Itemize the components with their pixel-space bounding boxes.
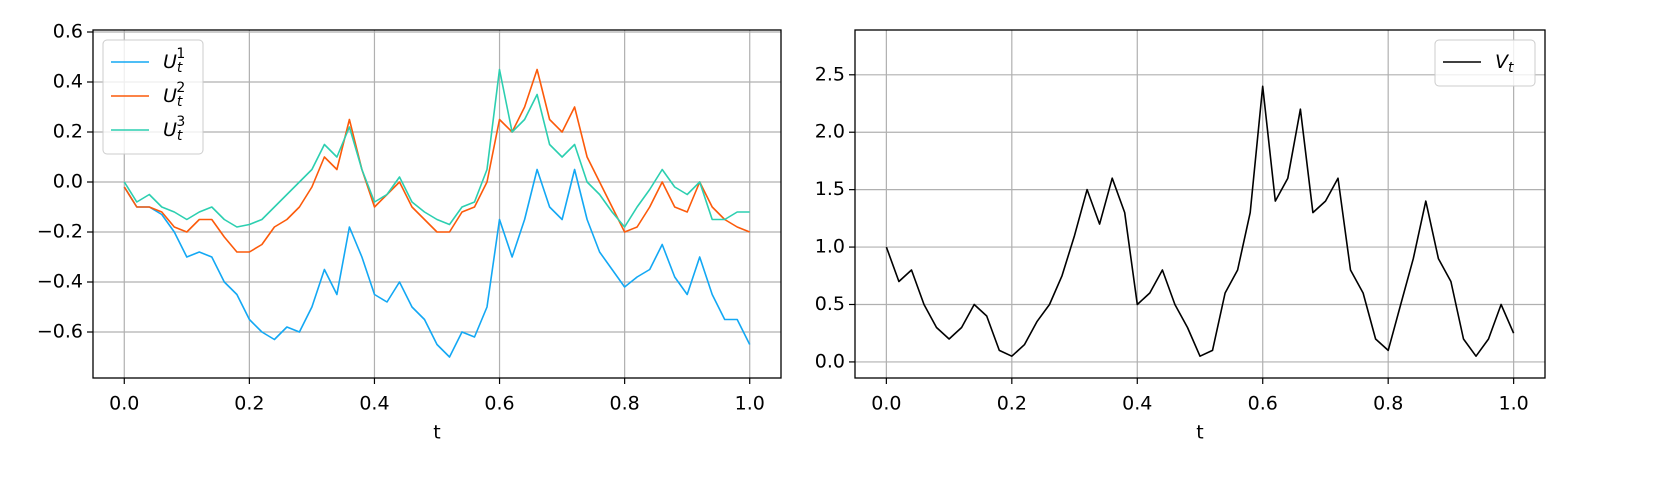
line [123, 68, 750, 228]
x-tick-label: 0.4 [1122, 393, 1152, 415]
y-tick-label: 2.5 [815, 63, 845, 85]
legend-label: Ut2 [163, 80, 185, 110]
x-tick-label: 0.8 [1373, 393, 1403, 415]
y-tick-label: −0.6 [37, 321, 83, 343]
y-tick-label: 2.0 [815, 121, 845, 143]
x-tick-label: 0.0 [871, 393, 901, 415]
x-tick-label: 0.6 [1248, 393, 1278, 415]
y-tick-label: 1.5 [815, 178, 845, 200]
legend-label: Ut3 [163, 114, 185, 144]
y-tick-label: 1.0 [815, 236, 845, 258]
y-tick-label: 0.4 [53, 71, 83, 93]
x-tick-label: 0.0 [109, 393, 139, 415]
y-tick-label: 0.2 [53, 121, 83, 143]
y-tick-label: 0.0 [815, 350, 845, 372]
x-tick-label: 1.0 [1499, 393, 1529, 415]
y-tick-label: 0.5 [815, 293, 845, 315]
x-tick-label: 0.6 [484, 393, 514, 415]
y-tick-label: −0.2 [37, 221, 83, 243]
line [123, 68, 750, 253]
y-tick-label: 0.0 [53, 171, 83, 193]
legend-label: Ut1 [163, 46, 185, 76]
line [885, 85, 1515, 357]
axes-frame [854, 29, 1546, 379]
y-tick-label: −0.4 [37, 271, 83, 293]
x-tick-label: 0.2 [997, 393, 1027, 415]
x-tick-label: 1.0 [735, 393, 765, 415]
legend-box [1434, 39, 1536, 87]
x-tick-label: 0.8 [610, 393, 640, 415]
axes-frame [92, 29, 782, 379]
x-tick-label: 0.2 [234, 393, 264, 415]
x-axis-label: t [433, 422, 440, 444]
line [123, 168, 751, 358]
x-tick-label: 0.4 [359, 393, 389, 415]
x-axis-label: t [1196, 422, 1203, 444]
legend-box [102, 39, 204, 155]
legend-label: Vt [1495, 51, 1514, 77]
y-tick-label: 0.6 [53, 21, 83, 43]
